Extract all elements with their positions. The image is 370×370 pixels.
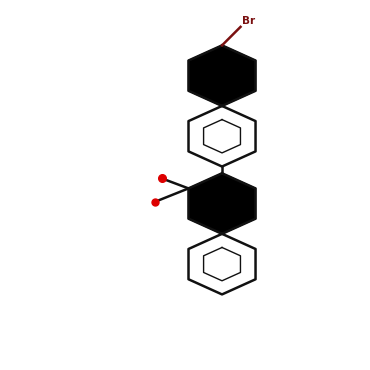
Text: Br: Br	[242, 16, 255, 26]
Polygon shape	[188, 173, 256, 234]
Polygon shape	[188, 46, 256, 106]
